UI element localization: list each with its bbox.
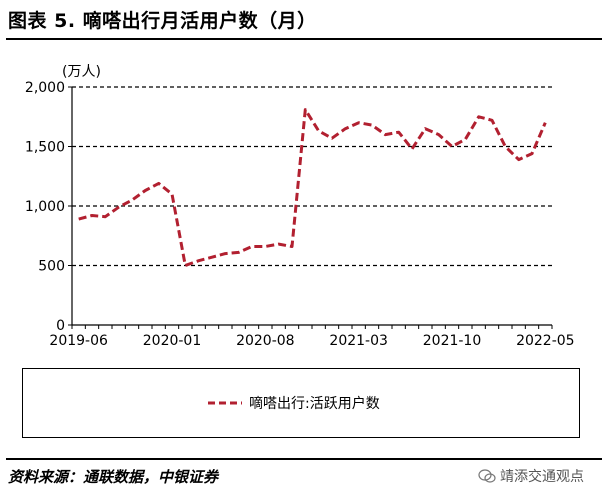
y-unit-label: (万人) [62,64,101,80]
x-tick-label: 2020-08 [236,333,295,349]
legend-label: 嘀嗒出行:活跃用户数 [249,396,380,412]
watermark: 靖添交通观点 [478,466,584,486]
legend-item: 嘀嗒出行:活跃用户数 [207,393,380,413]
watermark-text: 靖添交通观点 [500,469,584,485]
y-tick-label: 2,000 [25,80,65,96]
x-tick-label: 2019-06 [49,333,108,349]
figure-title: 图表 5. 嘀嗒出行月活用户数（月） [8,10,317,32]
grid-lines [72,86,552,267]
x-tick-label: 2022-05 [516,333,575,349]
y-tick-label: 1,500 [25,140,65,156]
top-rule [6,38,602,40]
legend-swatch [208,401,242,405]
legend: 嘀嗒出行:活跃用户数 [22,368,580,438]
y-axis-ticks: 0 500 1,000 1,500 2,000 [25,80,72,334]
bottom-rule [6,458,602,460]
x-tick-label: 2020-01 [143,333,202,349]
wechat-icon [478,469,496,483]
y-tick-label: 1,000 [25,199,65,215]
source-note: 资料来源：通联数据，中银证券 [8,468,219,486]
y-tick-label: 0 [56,318,65,334]
x-tick-label: 2021-03 [329,333,388,349]
x-tick-label: 2021-10 [423,333,482,349]
series-group [78,108,547,267]
y-tick-label: 500 [38,259,65,275]
x-axis-ticks: 2019-06 2020-01 2020-08 2021-03 2021-10 2022-… [49,325,575,349]
series-line [78,108,547,267]
